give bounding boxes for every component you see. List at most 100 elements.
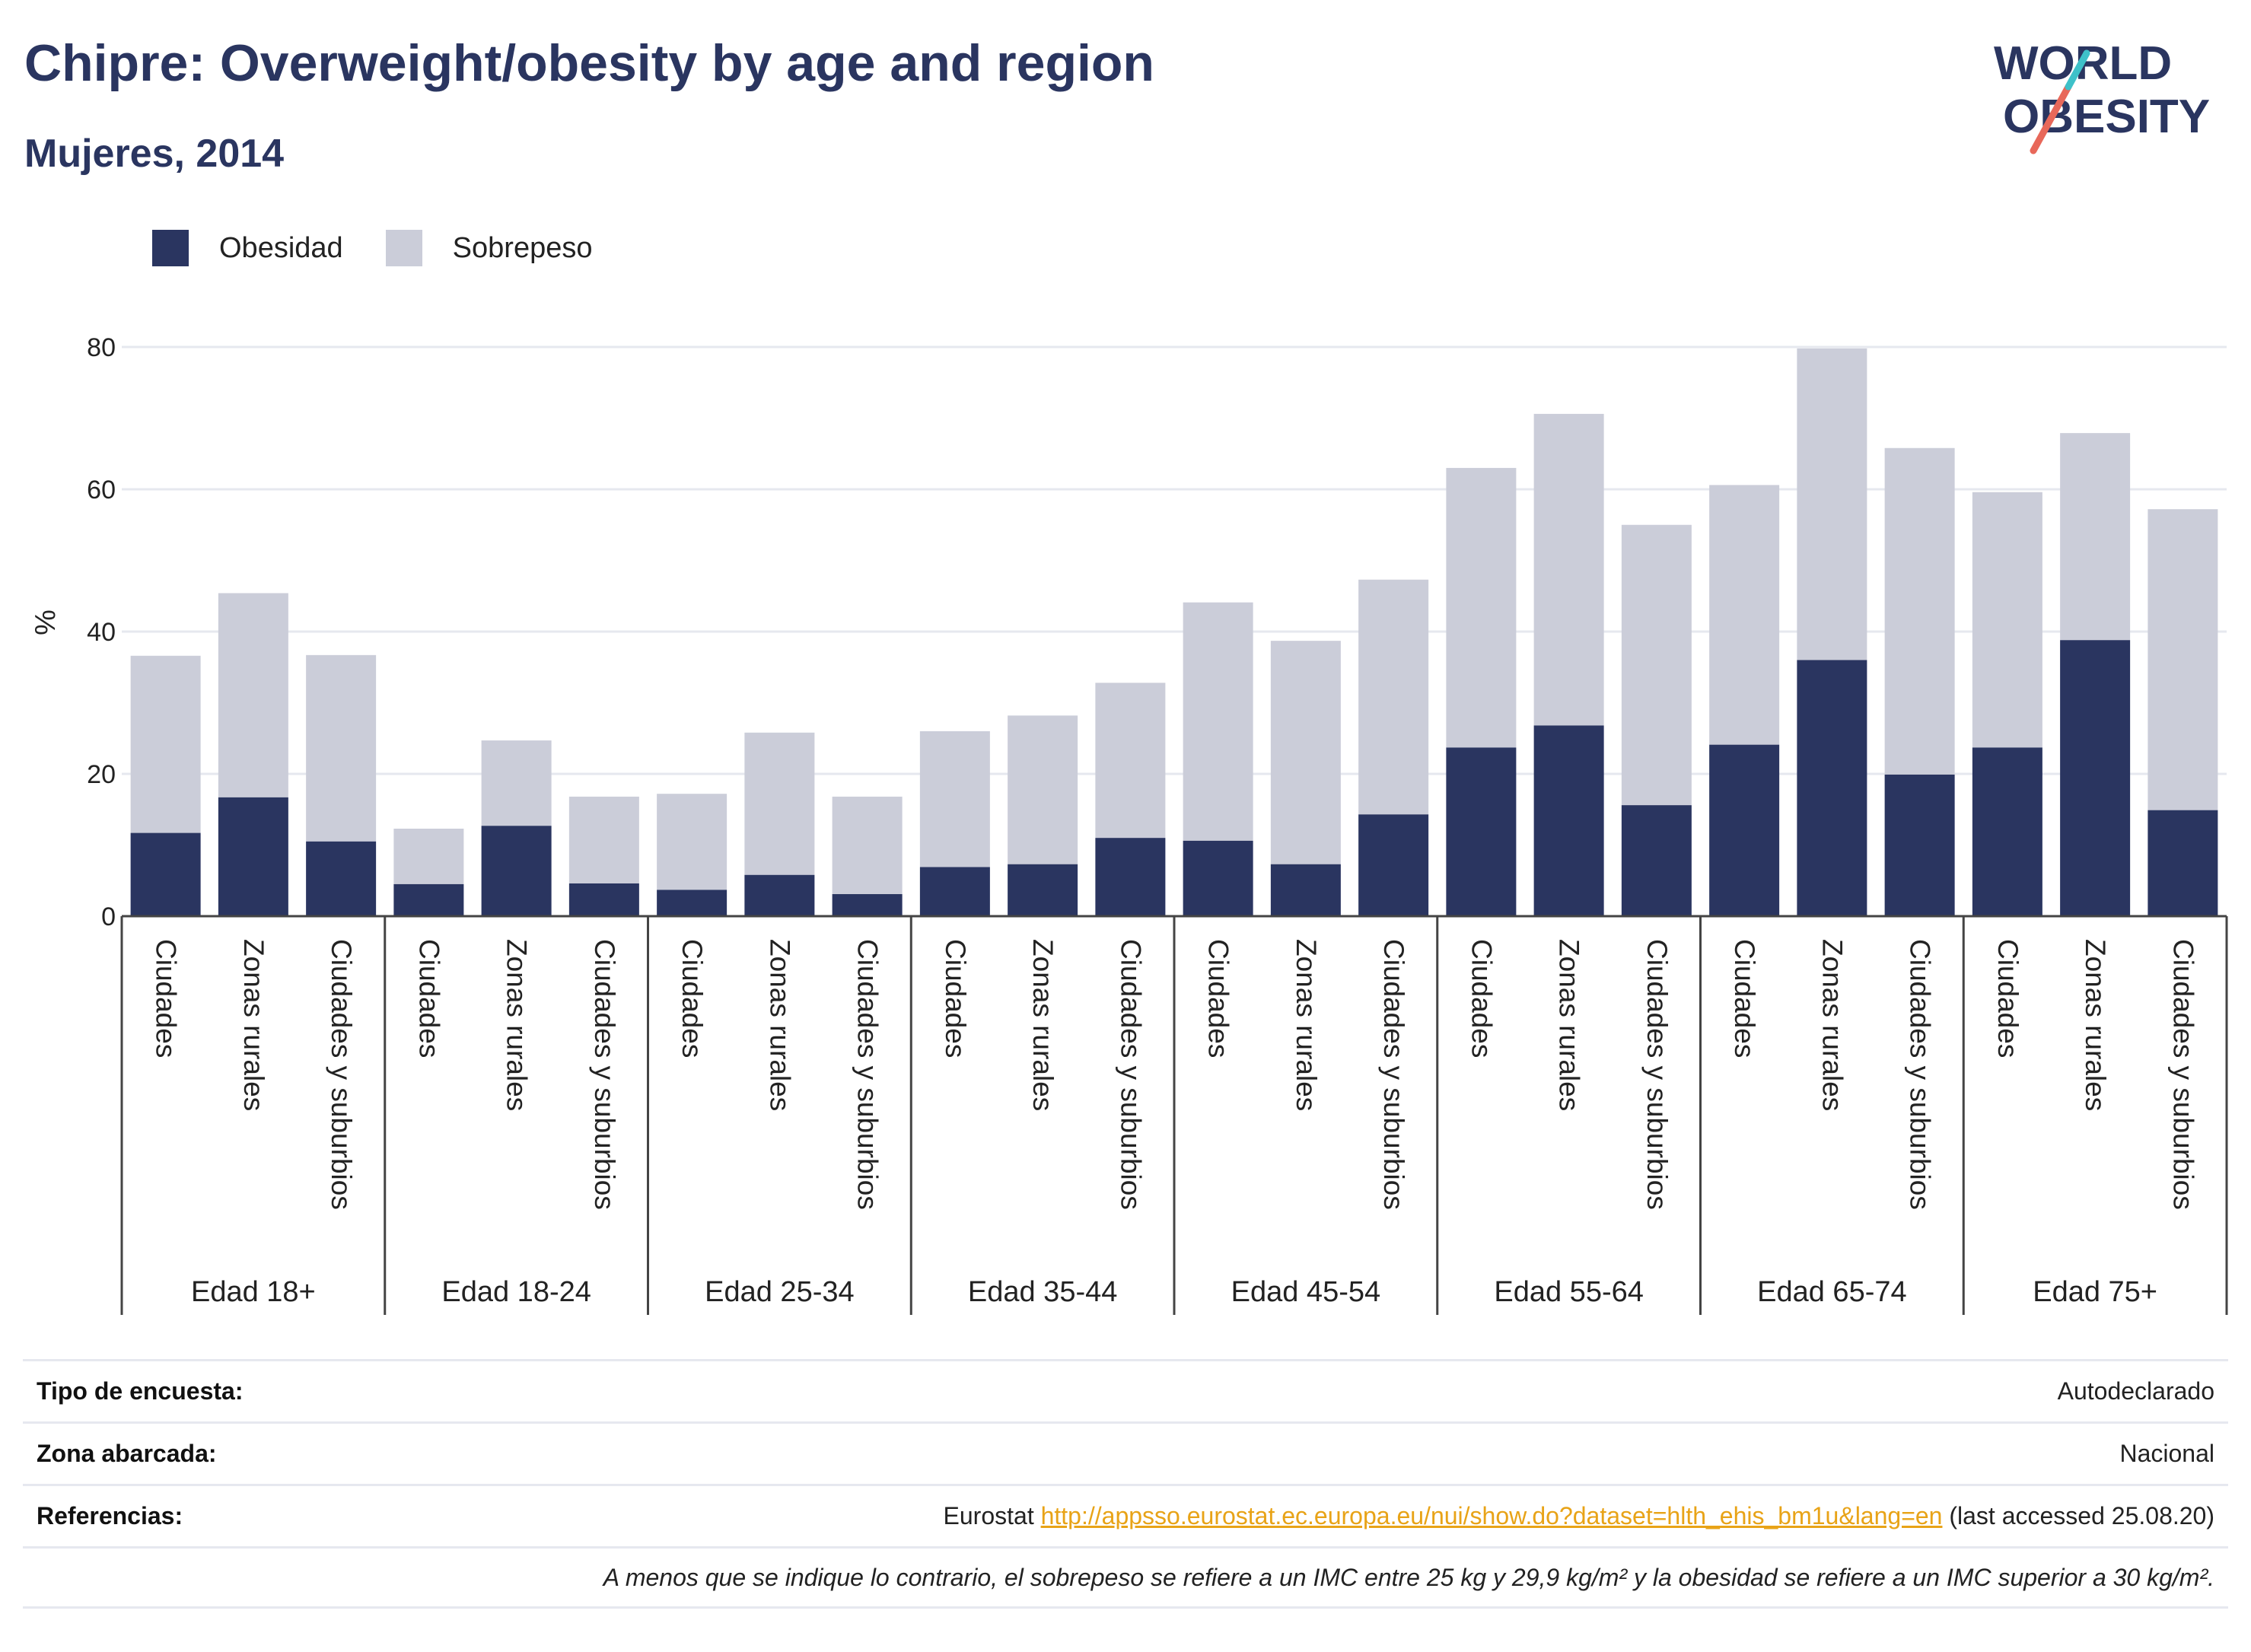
bar-obesity: [1709, 744, 1780, 916]
x-subcategory-label: Ciudades: [1466, 939, 1497, 1058]
info-row-survey-type: Tipo de encuesta: Autodeclarado: [23, 1359, 2228, 1421]
x-subcategory-label: Ciudades y suburbios: [1641, 939, 1673, 1210]
x-subcategory-label: Ciudades y suburbios: [326, 939, 357, 1210]
bar-overweight: [1270, 641, 1341, 864]
bar-overweight: [568, 796, 639, 883]
x-subcategory-label: Ciudades: [1203, 939, 1234, 1058]
x-subcategory-label: Ciudades: [1729, 939, 1760, 1058]
chart-title: Chipre: Overweight/obesity by age and re…: [24, 34, 1154, 92]
x-subcategory-label: Zonas rurales: [238, 939, 269, 1111]
x-subcategory-label: Ciudades: [940, 939, 971, 1058]
x-subcategory-label: Ciudades: [413, 939, 444, 1058]
bar-overweight: [1183, 602, 1253, 841]
bar-overweight: [1884, 447, 1955, 775]
x-group-label: Edad 18-24: [441, 1276, 591, 1308]
area-value: Nacional: [2119, 1440, 2214, 1467]
bar-overweight: [306, 654, 377, 842]
bar-overweight: [218, 593, 288, 797]
survey-type-label: Tipo de encuesta:: [37, 1377, 244, 1405]
legend-swatch-overweight: [385, 230, 422, 266]
y-tick-label: 40: [87, 618, 116, 647]
bar-overweight: [2060, 433, 2131, 641]
chart-subtitle: Mujeres, 2014: [24, 132, 285, 176]
bar-obesity: [306, 841, 377, 916]
bar-obesity: [832, 894, 903, 916]
x-subcategory-label: Ciudades y suburbios: [589, 939, 620, 1210]
bar-overweight: [1008, 715, 1078, 864]
x-subcategory-label: Ciudades: [1992, 939, 2023, 1058]
references-accessed: (last accessed 25.08.20): [1949, 1502, 2214, 1529]
x-subcategory-label: Ciudades y suburbios: [1115, 939, 1146, 1210]
bar-obesity: [919, 867, 990, 916]
bar-obesity: [2060, 640, 2131, 916]
bar-overweight: [1972, 492, 2042, 748]
x-group-label: Edad 18+: [191, 1276, 316, 1308]
bar-chart: 0 20 40 60 80% Ciudades Zonas rurales Ciudades …: [30, 333, 2228, 1315]
x-subcategory-label: Zonas rurales: [1816, 939, 1848, 1111]
bar-overweight: [1095, 683, 1166, 839]
bar-overweight: [919, 731, 990, 867]
bar-overweight: [481, 740, 552, 826]
bar-overweight: [1533, 413, 1604, 726]
world-obesity-logo: WORLD OBESITY: [1994, 37, 2210, 154]
x-subcategory-label: Ciudades: [677, 939, 708, 1058]
survey-type-value: Autodeclarado: [2057, 1377, 2214, 1405]
legend-item-obesity: Obesidad: [152, 230, 343, 266]
y-tick-label: 60: [87, 476, 116, 505]
bar-obesity: [1183, 840, 1253, 916]
bar-obesity: [744, 874, 815, 916]
bar-obesity: [1358, 814, 1429, 916]
bar-obesity: [2148, 810, 2218, 916]
bar-obesity: [1972, 747, 2042, 916]
bar-obesity: [568, 883, 639, 916]
x-subcategory-label: Ciudades y suburbios: [852, 939, 884, 1210]
bar-obesity: [218, 797, 288, 916]
x-subcategory-label: Ciudades y suburbios: [1378, 939, 1409, 1210]
bar-obesity: [657, 890, 728, 916]
bar-overweight: [744, 732, 815, 875]
x-group-label: Edad 25-34: [705, 1276, 855, 1308]
bar-obesity: [130, 832, 201, 916]
info-row-note: A menos que se indique lo contrario, el …: [23, 1546, 2228, 1609]
bar-obesity: [1095, 838, 1166, 916]
references-link[interactable]: http://appsso.eurostat.ec.europa.eu/nui/…: [1040, 1502, 1943, 1529]
x-group-label: Edad 75+: [2033, 1276, 2157, 1308]
x-subcategory-label: Zonas rurales: [2080, 939, 2111, 1111]
y-tick-label: 80: [87, 333, 116, 362]
bar-overweight: [130, 655, 201, 833]
x-group-label: Edad 45-54: [1231, 1276, 1381, 1308]
x-subcategory-label: Ciudades: [151, 939, 182, 1058]
bar-overweight: [2148, 509, 2218, 810]
x-subcategory-label: Zonas rurales: [1291, 939, 1322, 1111]
references-label: Referencias:: [37, 1502, 183, 1529]
legend-item-overweight: Sobrepeso: [385, 230, 593, 266]
bar-overweight: [393, 828, 464, 884]
info-table: Tipo de encuesta: Autodeclarado Zona aba…: [23, 1359, 2228, 1609]
legend-label-overweight: Sobrepeso: [452, 231, 593, 264]
y-axis-label: %: [30, 610, 62, 635]
x-group-label: Edad 65-74: [1757, 1276, 1907, 1308]
bar-obesity: [1270, 864, 1341, 916]
bar-overweight: [1797, 348, 1867, 660]
bar-obesity: [1008, 864, 1078, 916]
y-tick-label: 20: [87, 760, 116, 789]
bar-obesity: [1797, 660, 1867, 916]
x-subcategory-label: Zonas rurales: [764, 939, 795, 1111]
x-group-label: Edad 55-64: [1494, 1276, 1644, 1308]
bar-overweight: [657, 794, 728, 890]
bar-overweight: [1358, 579, 1429, 815]
x-subcategory-label: Zonas rurales: [501, 939, 533, 1111]
x-subcategory-label: Ciudades y suburbios: [1905, 939, 1936, 1210]
references-value: Eurostat http://appsso.eurostat.ec.europ…: [944, 1502, 2214, 1530]
bar-overweight: [1621, 524, 1692, 806]
x-subcategory-label: Ciudades y suburbios: [2167, 939, 2198, 1210]
x-group-label: Edad 35-44: [968, 1276, 1118, 1308]
references-source: Eurostat: [943, 1502, 1034, 1529]
bar-overweight: [832, 796, 903, 895]
legend-label-obesity: Obesidad: [219, 231, 343, 264]
bar-obesity: [1621, 805, 1692, 916]
info-row-references: Referencias: Eurostat http://appsso.euro…: [23, 1484, 2228, 1546]
x-subcategory-label: Zonas rurales: [1027, 939, 1059, 1111]
bar-obesity: [1533, 725, 1604, 916]
legend-swatch-obesity: [152, 230, 189, 266]
